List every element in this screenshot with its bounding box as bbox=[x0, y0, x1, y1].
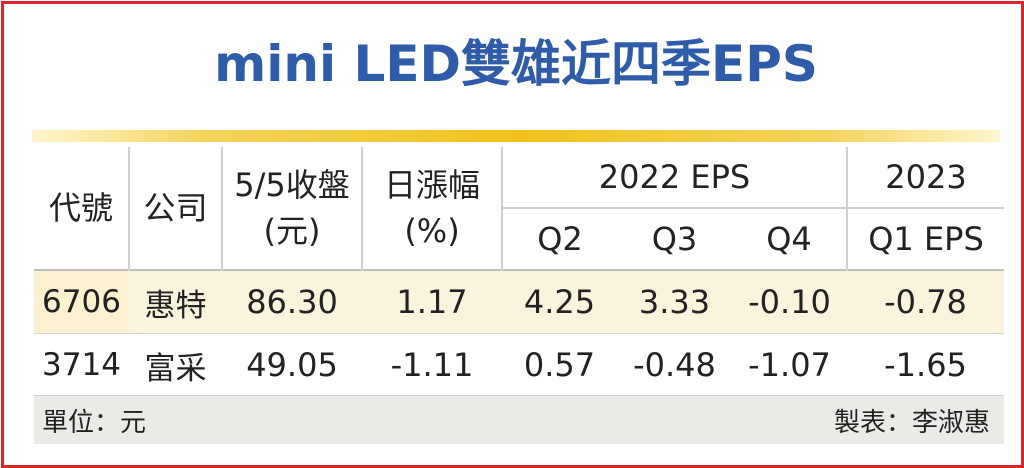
title-divider bbox=[32, 130, 1000, 142]
header-year-2023: 2023 bbox=[846, 147, 1005, 208]
cell-q1-2023: -1.65 bbox=[847, 333, 1005, 396]
cell-code: 3714 bbox=[34, 333, 129, 396]
header-q3: Q3 bbox=[617, 207, 732, 270]
header-q2: Q2 bbox=[501, 207, 617, 270]
page-title: mini LED雙雄近四季EPS bbox=[214, 35, 818, 93]
cell-close: 86.30 bbox=[222, 269, 362, 334]
header-q1-eps: Q1 EPS bbox=[846, 207, 1005, 270]
header-company: 公司 bbox=[128, 147, 222, 270]
cell-q4: -0.10 bbox=[732, 269, 848, 334]
cell-close: 49.05 bbox=[222, 333, 362, 396]
header-change: 日漲幅 (%) bbox=[361, 147, 502, 270]
cell-q2: 4.25 bbox=[502, 269, 617, 334]
header-close-line2: (元) bbox=[263, 212, 321, 250]
header-code: 代號 bbox=[48, 189, 113, 227]
cell-q3: 3.33 bbox=[617, 269, 732, 334]
cell-q2: 0.57 bbox=[502, 333, 617, 396]
header-row: 代號 公司 5/5收盤 (元) 日漲幅 (%) 2022 EPS 2023 bbox=[34, 147, 1005, 270]
cell-code: 6706 bbox=[34, 269, 129, 334]
cell-company: 惠特 bbox=[129, 269, 222, 334]
header-eps-2022: 2022 EPS bbox=[500, 147, 848, 208]
cell-q3: -0.48 bbox=[617, 333, 732, 396]
table-row: 3714 富采 49.05 -1.11 0.57 -0.48 -1.07 -1.… bbox=[34, 333, 1005, 396]
cell-change: -1.11 bbox=[362, 333, 502, 396]
cell-q4: -1.07 bbox=[732, 333, 848, 396]
cell-change: 1.17 bbox=[362, 269, 502, 334]
header-q4: Q4 bbox=[732, 207, 848, 270]
unit-note: 單位：元 bbox=[42, 408, 147, 438]
cell-company: 富采 bbox=[129, 333, 222, 396]
table-row: 6706 惠特 86.30 1.17 4.25 3.33 -0.10 -0.78 bbox=[34, 269, 1005, 334]
eps-table: 代號 公司 5/5收盤 (元) 日漲幅 (%) 2022 EPS 2023 Q2… bbox=[34, 147, 1005, 396]
table-footer: 單位：元 製表：李淑惠 bbox=[34, 395, 1004, 444]
header-change-line2: (%) bbox=[404, 212, 460, 250]
header-change-line1: 日漲幅 bbox=[383, 166, 480, 204]
cell-q1-2023: -0.78 bbox=[847, 269, 1005, 334]
credit-note: 製表：李淑惠 bbox=[833, 408, 990, 438]
header-close: 5/5收盤 (元) bbox=[221, 147, 362, 270]
header-close-line1: 5/5收盤 bbox=[234, 166, 350, 204]
subheader-row: Q2 Q3 Q4 Q1 EPS bbox=[34, 207, 1005, 270]
